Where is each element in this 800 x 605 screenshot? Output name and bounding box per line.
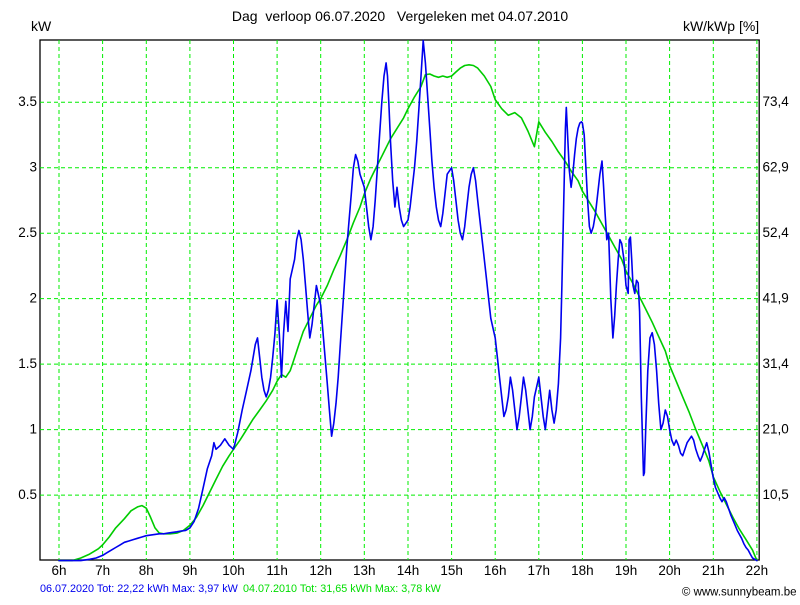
svg-text:73,4: 73,4 <box>763 94 790 109</box>
svg-text:kW: kW <box>31 18 52 34</box>
svg-text:1: 1 <box>29 422 37 437</box>
svg-text:Dag verloop 06.07.2020 Verg: Dag verloop 06.07.2020 Vergeleken met 04… <box>232 8 568 24</box>
svg-text:11h: 11h <box>266 563 288 578</box>
svg-text:21,0: 21,0 <box>763 422 789 437</box>
svg-text:3.5: 3.5 <box>18 94 37 109</box>
svg-text:52,4: 52,4 <box>763 225 790 240</box>
svg-text:20h: 20h <box>658 563 681 578</box>
svg-text:04.07.2010 Tot: 31,65 kWh Max:: 04.07.2010 Tot: 31,65 kWh Max: 3,78 kW <box>243 583 442 595</box>
svg-text:6h: 6h <box>51 563 66 578</box>
svg-text:7h: 7h <box>95 563 110 578</box>
svg-text:62,9: 62,9 <box>763 160 789 175</box>
svg-text:16h: 16h <box>484 563 507 578</box>
svg-text:22h: 22h <box>746 563 769 578</box>
svg-text:10h: 10h <box>222 563 245 578</box>
svg-text:9h: 9h <box>182 563 197 578</box>
svg-text:15h: 15h <box>440 563 463 578</box>
svg-text:3: 3 <box>29 160 37 175</box>
svg-text:kW/kWp [%]: kW/kWp [%] <box>683 18 759 34</box>
svg-text:18h: 18h <box>571 563 594 578</box>
svg-text:31,4: 31,4 <box>763 356 790 371</box>
svg-text:8h: 8h <box>139 563 154 578</box>
svg-text:1.5: 1.5 <box>18 356 37 371</box>
svg-text:© www.sunnybeam.be: © www.sunnybeam.be <box>682 587 797 599</box>
svg-text:17h: 17h <box>528 563 551 578</box>
svg-text:0.5: 0.5 <box>18 487 37 502</box>
svg-text:19h: 19h <box>615 563 638 578</box>
svg-text:21h: 21h <box>702 563 725 578</box>
svg-text:41,9: 41,9 <box>763 291 789 306</box>
svg-text:14h: 14h <box>397 563 420 578</box>
svg-text:12h: 12h <box>309 563 332 578</box>
svg-text:13h: 13h <box>353 563 376 578</box>
svg-text:2: 2 <box>29 291 37 306</box>
svg-text:06.07.2020 Tot: 22,22 kWh Max:: 06.07.2020 Tot: 22,22 kWh Max: 3,97 kW <box>40 583 239 595</box>
svg-text:2.5: 2.5 <box>18 225 37 240</box>
svg-text:10,5: 10,5 <box>763 487 789 502</box>
